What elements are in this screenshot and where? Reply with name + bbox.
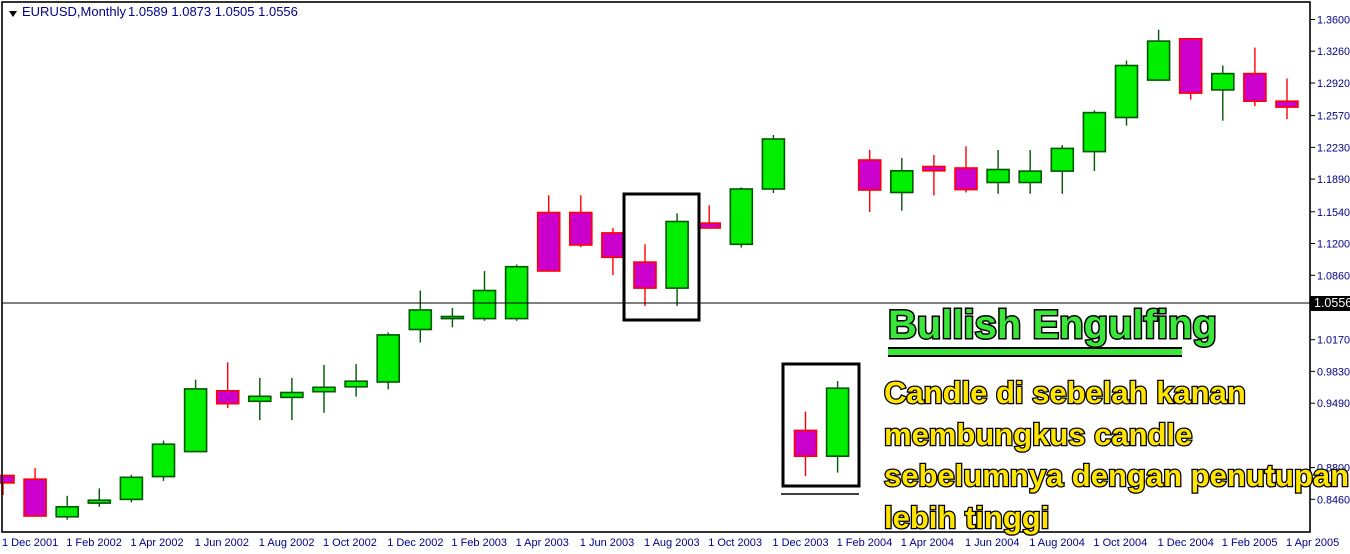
svg-text:1 Aug 2002: 1 Aug 2002 [259,537,315,549]
svg-text:1 Jun 2002: 1 Jun 2002 [195,537,249,549]
svg-text:1 Dec 2004: 1 Dec 2004 [1158,537,1214,549]
svg-text:1.0860: 1.0860 [1317,270,1350,282]
svg-text:1 Apr 2002: 1 Apr 2002 [130,537,183,549]
svg-text:1 Dec 2003: 1 Dec 2003 [772,537,828,549]
svg-text:1 Apr 2003: 1 Apr 2003 [516,537,569,549]
svg-text:1.2230: 1.2230 [1317,142,1350,154]
svg-text:1 Oct 2002: 1 Oct 2002 [323,537,377,549]
svg-text:1.1540: 1.1540 [1317,207,1350,219]
svg-text:1 Jun 2004: 1 Jun 2004 [965,537,1019,549]
svg-text:1 Oct 2004: 1 Oct 2004 [1093,537,1147,549]
svg-text:EURUSD,Monthly: EURUSD,Monthly [22,4,127,19]
svg-text:1.0589 1.0873 1.0505 1.0556: 1.0589 1.0873 1.0505 1.0556 [128,4,298,19]
svg-text:1.1200: 1.1200 [1317,239,1350,251]
svg-text:1.0170: 1.0170 [1317,335,1350,347]
svg-text:1.2920: 1.2920 [1317,78,1350,90]
svg-text:1.3600: 1.3600 [1317,15,1350,27]
svg-text:1 Jun 2003: 1 Jun 2003 [580,537,634,549]
svg-text:1.2570: 1.2570 [1317,111,1350,123]
svg-text:1.3260: 1.3260 [1317,46,1350,58]
svg-text:1 Aug 2004: 1 Aug 2004 [1029,537,1085,549]
svg-text:1 Aug 2003: 1 Aug 2003 [644,537,700,549]
svg-text:1 Dec 2001: 1 Dec 2001 [2,537,58,549]
svg-text:1 Oct 2003: 1 Oct 2003 [708,537,762,549]
svg-text:1 Feb 2005: 1 Feb 2005 [1222,537,1278,549]
svg-text:1.1890: 1.1890 [1317,174,1350,186]
svg-text:1 Dec 2002: 1 Dec 2002 [387,537,443,549]
svg-text:1 Apr 2005: 1 Apr 2005 [1286,537,1339,549]
svg-text:1 Feb 2004: 1 Feb 2004 [837,537,893,549]
svg-text:1 Apr 2004: 1 Apr 2004 [901,537,954,549]
svg-text:1 Feb 2002: 1 Feb 2002 [66,537,122,549]
svg-text:1 Feb 2003: 1 Feb 2003 [451,537,507,549]
svg-text:1.0556: 1.0556 [1314,296,1350,310]
